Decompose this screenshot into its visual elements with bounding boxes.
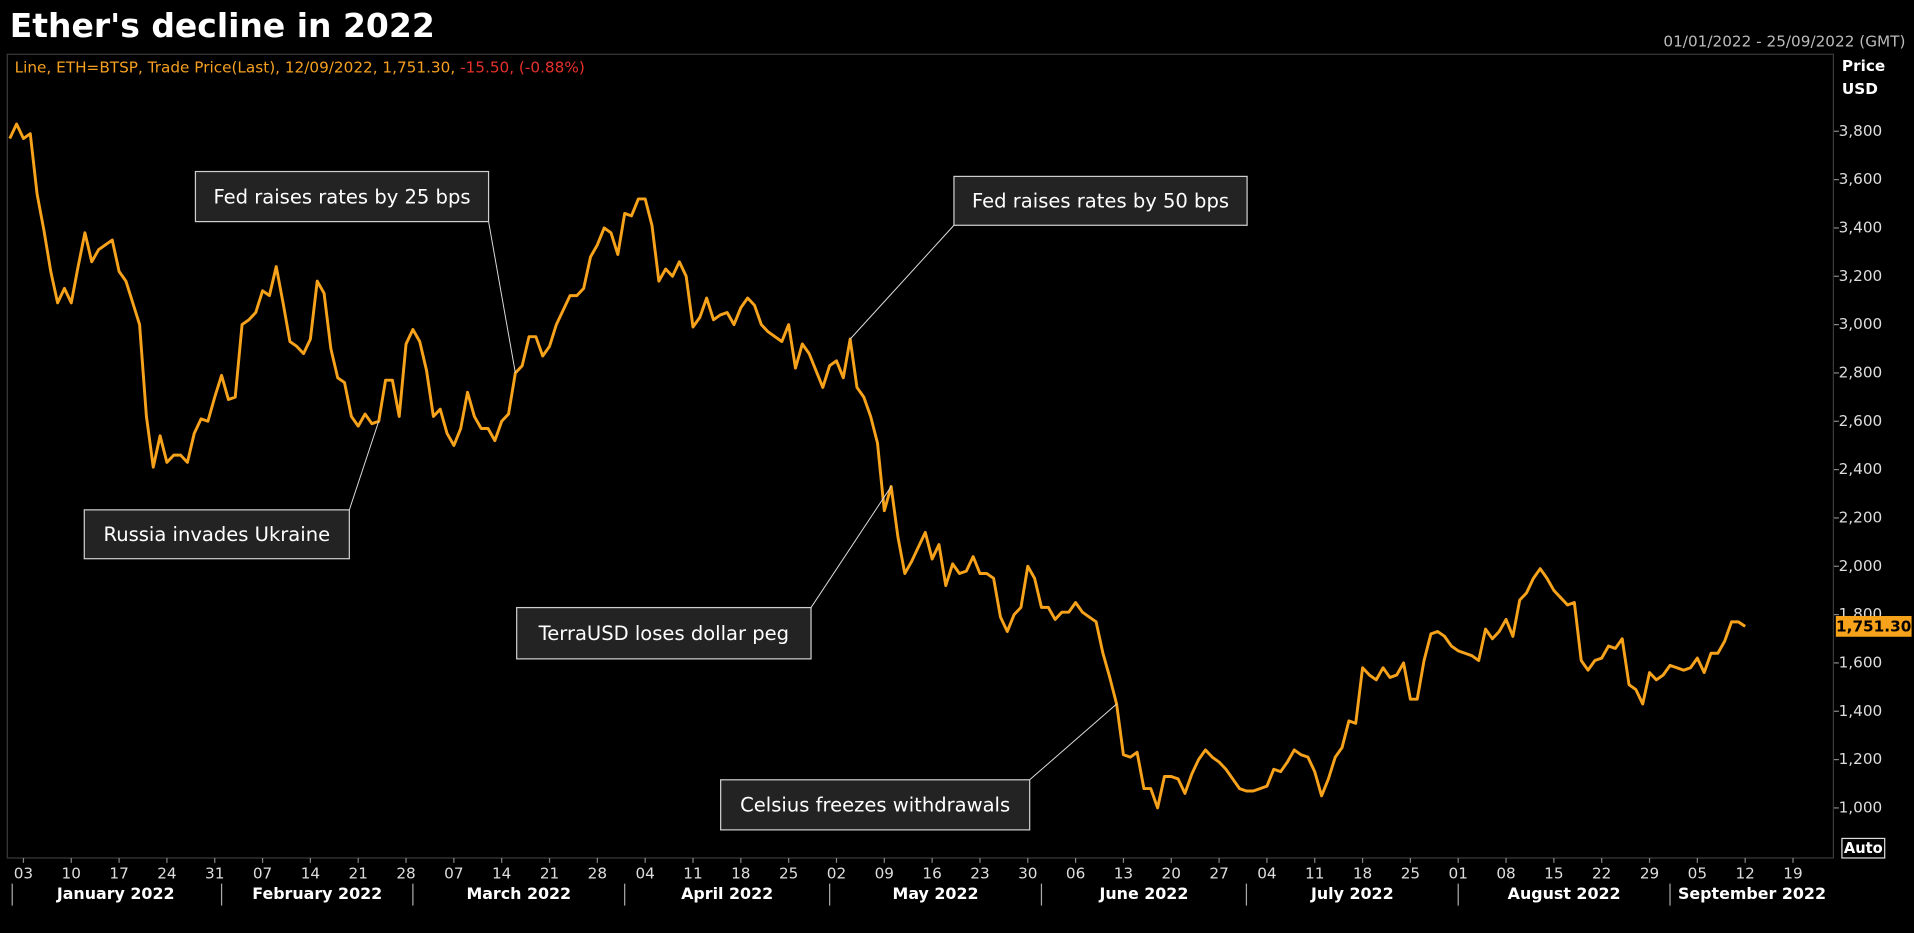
month-label: August 2022	[1508, 884, 1621, 903]
plot-frame	[6, 53, 1834, 859]
x-tick-label: 17	[109, 864, 128, 882]
month-label: May 2022	[893, 884, 979, 903]
x-tick-label: 08	[1496, 864, 1515, 882]
button-label[interactable]: Auto	[1844, 840, 1883, 857]
x-tick-label: 24	[157, 864, 176, 882]
date-range: 01/01/2022 - 25/09/2022 (GMT)	[1663, 33, 1905, 51]
x-tick-label: 27	[1209, 864, 1228, 882]
price-line	[8, 122, 1746, 810]
y-tick-label: 3,800	[1839, 122, 1883, 140]
button-frame[interactable]	[1841, 837, 1886, 859]
x-tick-label: 07	[444, 864, 463, 882]
x-tick-label: 05	[1688, 864, 1707, 882]
x-tick-label: 20	[1162, 864, 1181, 882]
y-tick-label: 2,200	[1839, 508, 1883, 526]
y-tick-label: 1,400	[1839, 702, 1883, 720]
x-tick-label: 14	[492, 864, 511, 882]
y-tick-label: 3,600	[1839, 170, 1883, 188]
x-tick-label: 31	[205, 864, 224, 882]
month-label: April 2022	[681, 884, 773, 903]
annotation-box	[953, 175, 1248, 226]
annotation-text: Russia invades Ukraine	[104, 523, 331, 546]
x-tick-label: 30	[1018, 864, 1037, 882]
annotation-leader	[1029, 703, 1117, 781]
x-tick-label: 25	[779, 864, 798, 882]
x-tick-label: 02	[827, 864, 846, 882]
y-tick-label: 3,200	[1839, 267, 1883, 285]
x-tick-label: 18	[1353, 864, 1372, 882]
x-tick-label: 18	[731, 864, 750, 882]
legend-text: Line, ETH=BTSP, Trade Price(Last), 12/09…	[15, 58, 456, 76]
legend-change: -15.50, (-0.88%)	[460, 58, 585, 76]
x-tick-label: 16	[922, 864, 941, 882]
x-tick-label: 28	[396, 864, 415, 882]
annotation-box	[720, 779, 1031, 831]
x-tick-label: 19	[1783, 864, 1802, 882]
x-tick-label: 28	[588, 864, 607, 882]
month-label: June 2022	[1098, 884, 1188, 903]
x-tick-label: 11	[1305, 864, 1324, 882]
y-tick-label: 1,200	[1839, 750, 1883, 768]
x-tick-label: 10	[62, 864, 81, 882]
x-tick-label: 04	[635, 864, 654, 882]
x-tick-label: 15	[1544, 864, 1563, 882]
annotation-box	[516, 606, 812, 660]
x-tick-label: 03	[14, 864, 33, 882]
y-tick-label: 3,400	[1839, 218, 1883, 236]
y-axis-unit: USD	[1842, 80, 1878, 98]
y-tick-label: 2,400	[1839, 460, 1883, 478]
auto-button[interactable]: Auto	[1841, 837, 1886, 859]
y-tick-label: 1,600	[1839, 653, 1883, 671]
month-label: January 2022	[56, 884, 175, 903]
annotation-box	[194, 170, 490, 223]
annotation-text: Fed raises rates by 25 bps	[213, 185, 470, 208]
chart-title: Ether's decline in 2022	[10, 6, 435, 45]
x-tick-label: 06	[1066, 864, 1085, 882]
last-value-tag	[1835, 615, 1912, 637]
y-tick-label: 3,000	[1839, 315, 1883, 333]
y-tick-label: 2,000	[1839, 557, 1883, 575]
x-tick-label: 29	[1640, 864, 1659, 882]
annotation-leader	[810, 486, 892, 608]
x-tick-label: 21	[349, 864, 368, 882]
y-tick-label: 2,800	[1839, 363, 1883, 381]
annotation-leader	[488, 221, 516, 374]
x-tick-label: 11	[683, 864, 702, 882]
annotation-text: Celsius freezes withdrawals	[740, 794, 1010, 817]
annotation-text: Fed raises rates by 50 bps	[972, 190, 1229, 213]
last-value-label: 1,751.30	[1836, 617, 1911, 635]
annotation-box	[83, 509, 350, 560]
x-tick-label: 21	[540, 864, 559, 882]
annotation-text: TerraUSD loses dollar peg	[538, 622, 789, 645]
x-tick-label: 09	[875, 864, 894, 882]
legend-header: Line, ETH=BTSP, Trade Price(Last), 12/09…	[15, 58, 585, 76]
annotation-leader	[849, 224, 955, 340]
annotation-leader	[348, 421, 380, 511]
x-tick-label: 12	[1735, 864, 1754, 882]
x-tick-label: 04	[1257, 864, 1276, 882]
month-label: February 2022	[252, 884, 382, 903]
month-label: March 2022	[466, 884, 571, 903]
x-tick-label: 07	[253, 864, 272, 882]
month-label: July 2022	[1310, 884, 1394, 903]
month-label: September 2022	[1678, 884, 1826, 903]
x-tick-label: 23	[970, 864, 989, 882]
x-tick-label: 13	[1114, 864, 1133, 882]
y-tick-label: 2,600	[1839, 412, 1883, 430]
x-tick-label: 14	[301, 864, 320, 882]
y-axis-label: Price	[1842, 57, 1885, 75]
y-tick-label: 1,000	[1839, 798, 1883, 816]
x-tick-label: 22	[1592, 864, 1611, 882]
x-tick-label: 01	[1449, 864, 1468, 882]
x-tick-label: 25	[1401, 864, 1420, 882]
